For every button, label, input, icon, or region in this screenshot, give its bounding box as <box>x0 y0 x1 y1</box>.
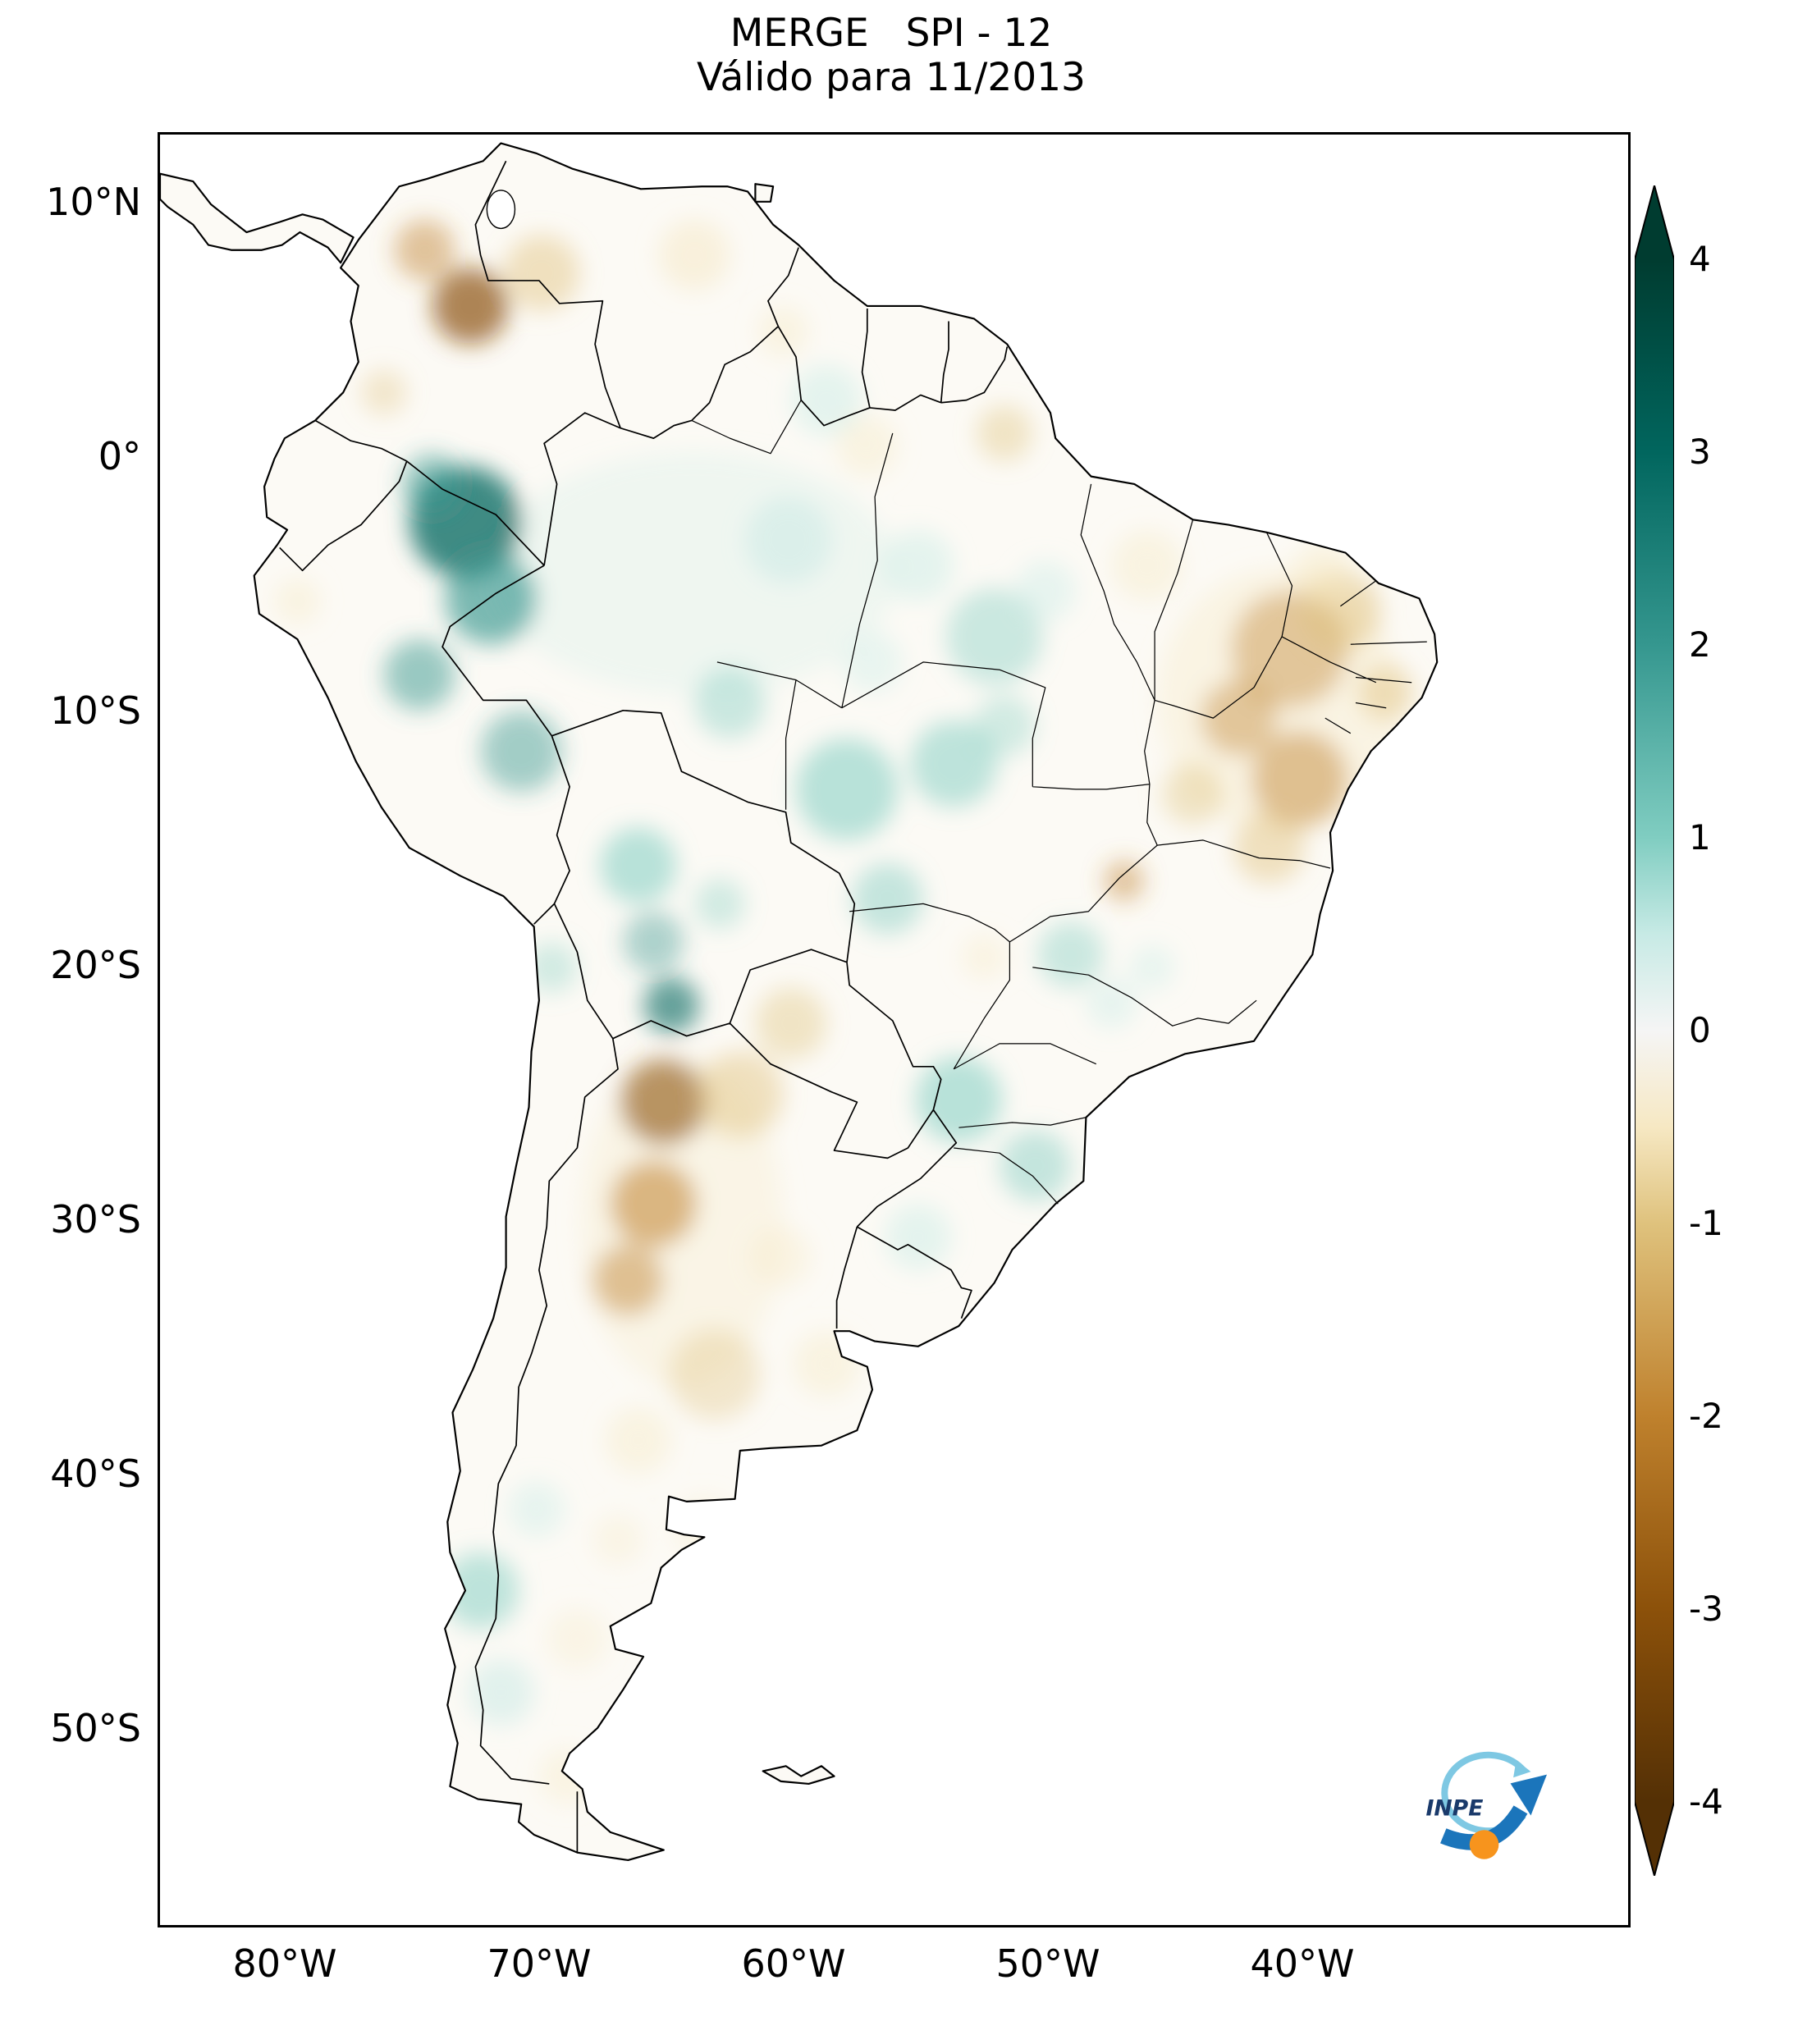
x-axis-tick-label: 80°W <box>232 1941 337 1986</box>
y-axis-tick-label: 20°S <box>50 943 141 987</box>
state-borders <box>691 400 1427 1205</box>
colorbar-tick-label: 3 <box>1689 432 1711 472</box>
spi-colorbar <box>1635 185 1674 1876</box>
x-axis-tick-label: 60°W <box>741 1941 846 1986</box>
colorbar-tick-label: -1 <box>1689 1203 1723 1243</box>
colorbar-tick-label: 1 <box>1689 817 1711 857</box>
inpe-logo: INPE <box>1425 1751 1547 1859</box>
y-axis-tick-label: 10°N <box>46 180 141 224</box>
map-plot-area <box>158 132 1631 1927</box>
logo-orbit-arrowhead-icon <box>1513 1759 1531 1778</box>
country-borders <box>279 160 1009 1853</box>
x-axis-tick-label: 50°W <box>995 1941 1100 1986</box>
logo-orange-dot-icon <box>1469 1830 1499 1859</box>
colorbar-tick-label: -3 <box>1689 1589 1723 1629</box>
colorbar-tick-label: 4 <box>1689 239 1711 279</box>
x-axis-tick-label: 70°W <box>487 1941 592 1986</box>
colorbar-tick-label: -4 <box>1689 1781 1723 1822</box>
y-axis-tick-label: 30°S <box>50 1197 141 1241</box>
x-axis-tick-label: 40°W <box>1250 1941 1355 1986</box>
coastline <box>160 142 1439 1862</box>
colorbar-gradient-bar <box>1635 185 1674 1876</box>
figure-title: MERGE SPI - 12 <box>730 11 1053 56</box>
spi-anomaly-field <box>274 219 1415 1804</box>
south-america-map <box>160 142 1439 1862</box>
logo-swoosh-arrowhead-icon <box>1510 1774 1547 1816</box>
y-axis-tick-label: 50°S <box>50 1706 141 1750</box>
lake-maracaibo <box>486 190 516 230</box>
y-axis-tick-label: 0° <box>98 434 141 478</box>
figure-subtitle: Válido para 11/2013 <box>697 55 1086 100</box>
colorbar-tick-label: 0 <box>1689 1010 1711 1050</box>
logo-text: INPE <box>1425 1795 1483 1821</box>
colorbar-tick-label: 2 <box>1689 624 1711 665</box>
y-axis-tick-label: 40°S <box>50 1452 141 1496</box>
colorbar-tick-label: -2 <box>1689 1396 1723 1436</box>
y-axis-tick-label: 10°S <box>50 688 141 733</box>
